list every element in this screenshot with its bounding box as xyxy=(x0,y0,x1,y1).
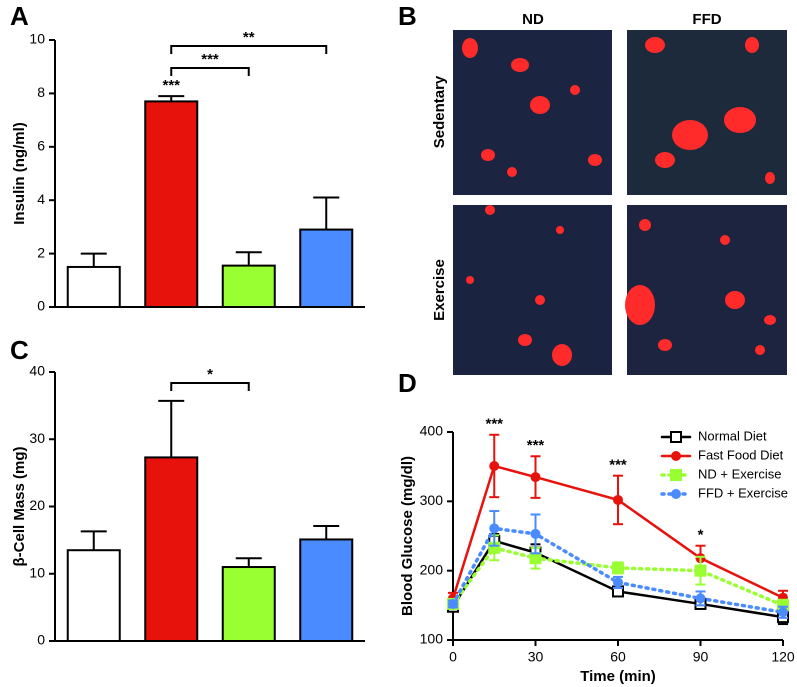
legend-label: Normal Diet xyxy=(698,428,767,443)
row-label: Sedentary xyxy=(431,75,448,148)
point xyxy=(530,472,541,483)
y-tick-label: 10 xyxy=(29,564,45,580)
legend-label: ND + Exercise xyxy=(698,466,781,481)
point xyxy=(448,598,458,609)
bar xyxy=(66,265,121,309)
micrograph xyxy=(627,30,787,195)
y-tick-label: 200 xyxy=(420,561,444,577)
panel-label: A xyxy=(10,1,29,31)
y-axis-label: β-Cell Mass (mg) xyxy=(11,446,28,566)
legend-label: FFD + Exercise xyxy=(698,485,788,500)
x-tick-label: 120 xyxy=(771,649,795,665)
series-line xyxy=(451,526,785,615)
legend-marker xyxy=(671,451,681,461)
y-tick-label: 30 xyxy=(29,430,45,446)
significance: *** xyxy=(201,51,219,68)
significance: *** xyxy=(609,457,627,474)
y-tick-label: 8 xyxy=(37,84,45,100)
y-tick-label: 2 xyxy=(37,244,45,260)
y-tick-label: 0 xyxy=(37,632,45,648)
bar xyxy=(144,100,199,308)
significance: *** xyxy=(162,77,180,94)
significance: *** xyxy=(485,416,503,433)
bracket xyxy=(170,45,328,54)
panel-label: B xyxy=(398,1,417,31)
bar xyxy=(299,228,354,309)
panel-label: C xyxy=(10,335,29,365)
point xyxy=(613,577,623,588)
bar xyxy=(299,538,354,643)
y-tick-label: 6 xyxy=(37,138,45,154)
point xyxy=(529,552,542,565)
y-axis-label: Insulin (ng/ml) xyxy=(11,122,28,225)
x-tick-label: 60 xyxy=(610,649,626,665)
bracket xyxy=(170,67,250,76)
significance: * xyxy=(698,527,704,544)
point xyxy=(530,528,541,539)
significance: *** xyxy=(527,437,545,454)
legend-marker xyxy=(671,489,681,499)
islets xyxy=(462,37,776,366)
y-tick-label: 40 xyxy=(29,363,45,379)
x-tick-label: 90 xyxy=(693,649,709,665)
y-tick-label: 10 xyxy=(29,31,45,47)
micrograph xyxy=(453,30,612,195)
bar xyxy=(144,456,199,642)
series-line xyxy=(451,539,785,619)
y-tick-label: 0 xyxy=(37,298,45,314)
panel-label: D xyxy=(398,368,417,398)
point xyxy=(489,523,500,534)
point xyxy=(695,593,706,604)
y-tick-label: 4 xyxy=(37,191,45,207)
legend-marker xyxy=(670,431,682,443)
y-tick-label: 300 xyxy=(420,492,444,508)
micrographs xyxy=(453,30,787,375)
bar xyxy=(221,566,276,643)
column-label: FFD xyxy=(692,11,721,28)
point xyxy=(489,460,500,471)
point xyxy=(612,561,624,574)
legend-label: Fast Food Diet xyxy=(698,447,784,462)
series-line xyxy=(451,545,785,608)
column-label: ND xyxy=(522,11,544,28)
significance: ** xyxy=(243,29,255,46)
y-axis-label: Blood Glucose (mg/dl) xyxy=(399,456,416,616)
significance: * xyxy=(207,366,213,383)
y-tick-label: 100 xyxy=(420,631,444,647)
bar xyxy=(221,264,276,308)
bracket xyxy=(170,382,250,391)
legend-marker xyxy=(670,469,682,481)
point xyxy=(778,607,788,618)
bar xyxy=(66,549,121,643)
series-line xyxy=(451,464,785,600)
point xyxy=(613,494,623,505)
micrograph xyxy=(453,205,612,375)
x-tick-label: 0 xyxy=(449,649,457,665)
y-tick-label: 400 xyxy=(420,423,444,439)
x-axis-label: Time (min) xyxy=(580,668,656,685)
x-tick-label: 30 xyxy=(528,649,544,665)
point xyxy=(694,564,707,577)
y-tick-label: 20 xyxy=(29,497,45,513)
row-label: Exercise xyxy=(431,259,448,321)
